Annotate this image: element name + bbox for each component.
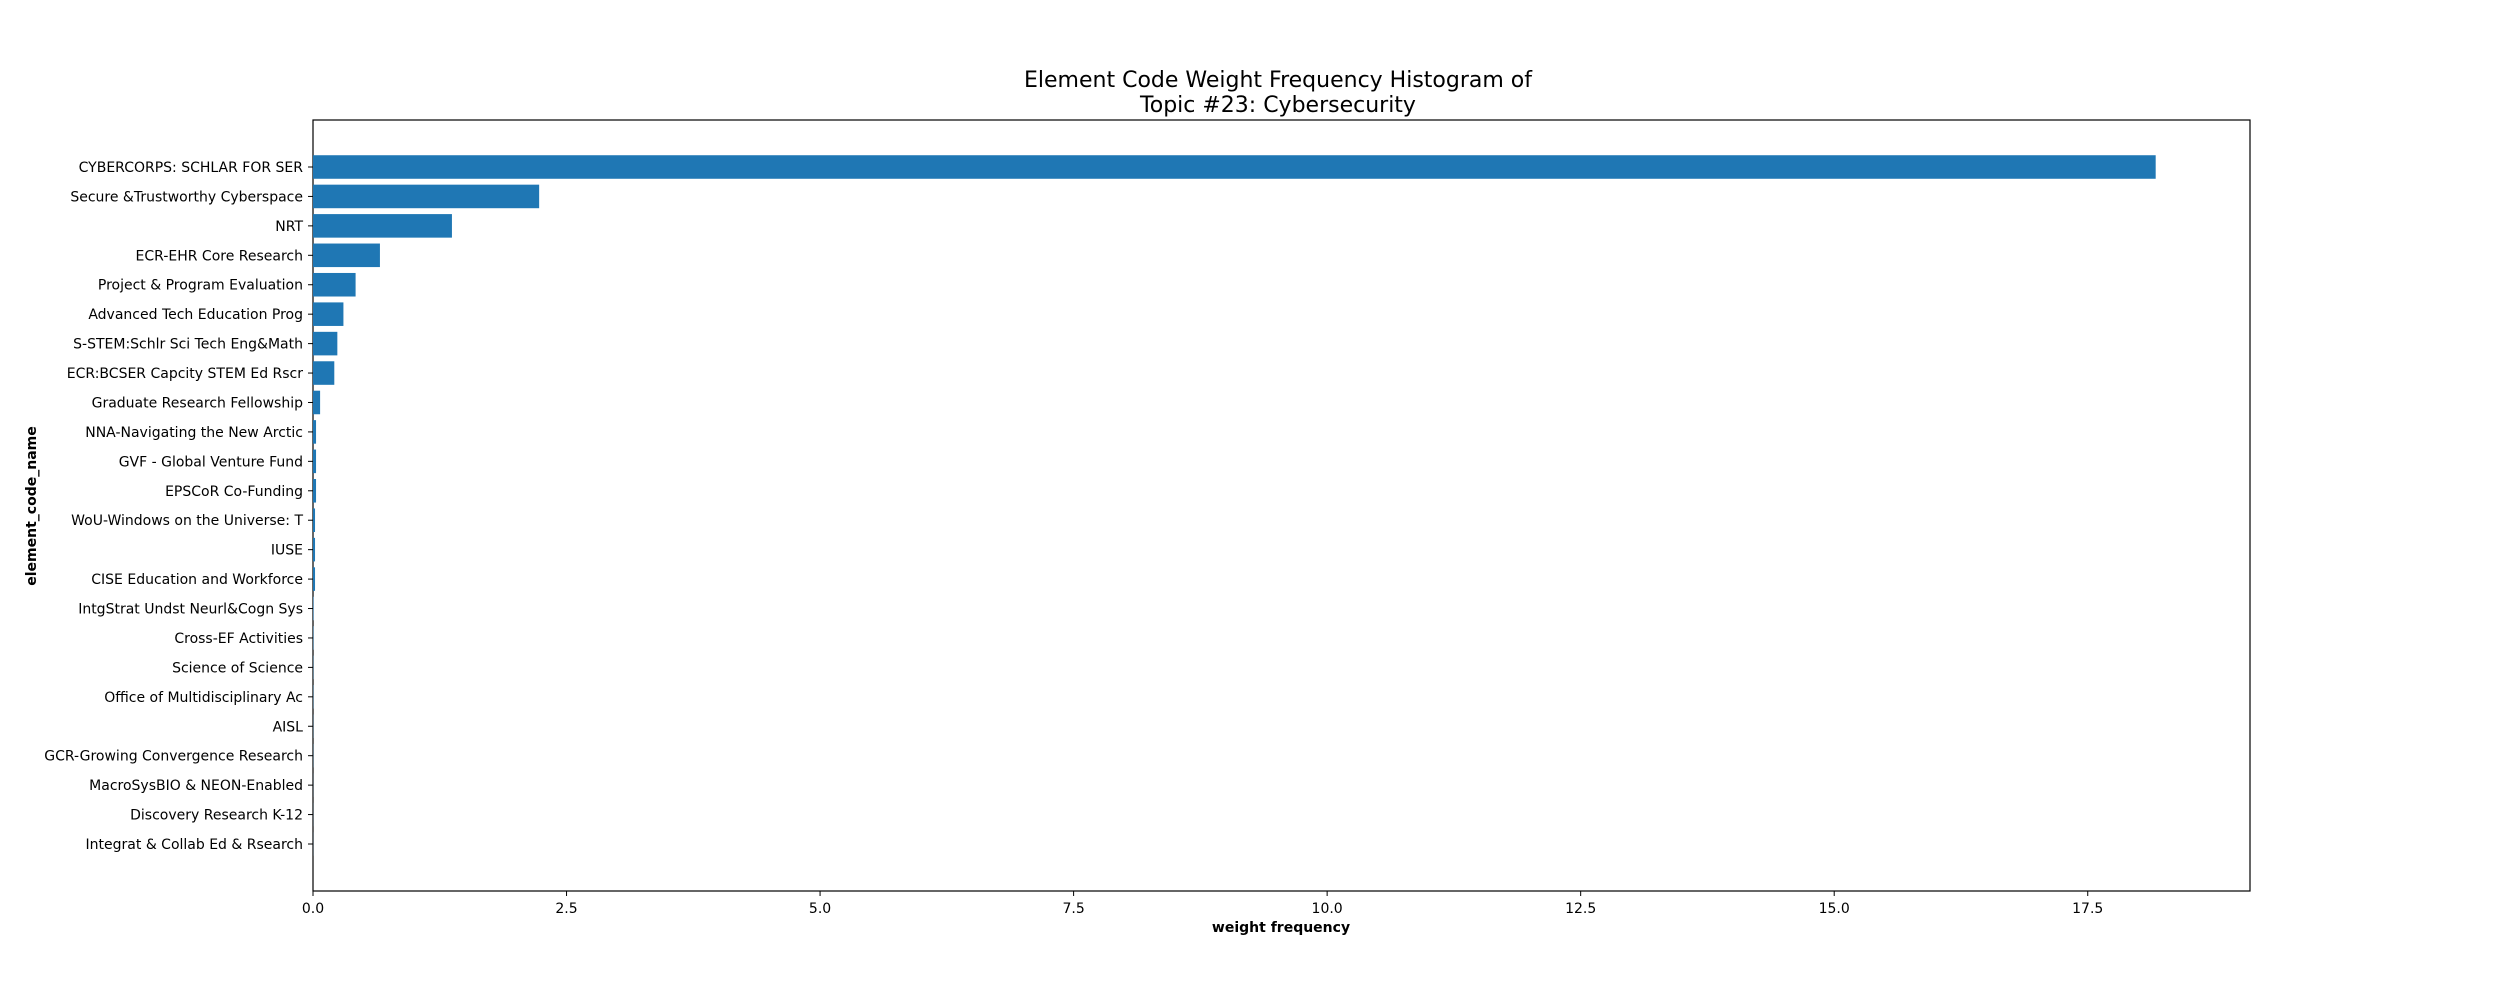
y-tick-label: CYBERCORPS: SCHLAR FOR SER: [79, 160, 304, 176]
x-tick-label: 2.5: [555, 901, 577, 917]
bar: [313, 272, 356, 297]
bars-group: [313, 155, 2156, 856]
bar: [313, 214, 452, 238]
x-axis-label: weight frequency: [1212, 920, 1350, 936]
bar: [313, 479, 317, 503]
y-tick-label: GCR-Growing Convergence Research: [44, 749, 303, 765]
y-tick-label: IntgStrat Undst Neurl&Cogn Sys: [78, 602, 303, 618]
y-tick-label: WoU-Windows on the Universe: T: [71, 513, 303, 529]
plot-area: [312, 119, 2251, 892]
x-tick-label: 7.5: [1062, 901, 1084, 917]
y-tick-label: Cross-EF Activities: [174, 631, 303, 647]
bar: [313, 508, 316, 532]
bar: [313, 567, 316, 591]
y-tick-label: Discovery Research K-12: [130, 808, 303, 824]
y-tick-label: ECR-EHR Core Research: [136, 248, 303, 264]
bar: [313, 243, 380, 268]
x-tick-label: 10.0: [1312, 901, 1343, 917]
x-tick-label: 5.0: [809, 901, 831, 917]
x-tick-label: 0.0: [302, 901, 324, 917]
bar: [313, 537, 316, 562]
y-tick-label: MacroSysBIO & NEON-Enabled: [89, 778, 303, 794]
bar: [313, 361, 335, 385]
y-tick-label: AISL: [273, 719, 304, 735]
y-axis-label: element_code_name: [24, 426, 40, 585]
chart-title-line-2: Topic #23: Cybersecurity: [1139, 93, 1416, 118]
y-tick-label: S-STEM:Schlr Sci Tech Eng&Math: [73, 337, 303, 353]
y-tick-label: Office of Multidisciplinary Ac: [104, 690, 303, 706]
y-tick-label: Project & Program Evaluation: [98, 278, 303, 294]
y-tick-label: ECR:BCSER Capcity STEM Ed Rscr: [67, 366, 303, 382]
y-tick-label: IUSE: [271, 543, 303, 559]
bar: [313, 390, 321, 415]
y-tick-label: CISE Education and Workforce: [91, 572, 303, 588]
y-tick-label: Graduate Research Fellowship: [92, 395, 303, 411]
x-tick-label: 15.0: [1819, 901, 1850, 917]
bar: [313, 331, 338, 356]
chart-title-line-1: Element Code Weight Frequency Histogram …: [1024, 68, 1533, 93]
bar: [313, 184, 540, 209]
bar: [313, 420, 317, 444]
y-ticks-group: CYBERCORPS: SCHLAR FOR SER Secure &Trustw…: [44, 160, 313, 853]
y-tick-label: NNA-Navigating the New Arctic: [85, 425, 303, 441]
x-ticks-group: 0.0 2.5 5.0 7.5 10.0 12.5 15.0 17.5: [302, 891, 2103, 917]
y-tick-label: Secure &Trustworthy Cyberspace: [70, 189, 303, 205]
y-tick-label: Science of Science: [172, 660, 303, 676]
bar: [313, 302, 344, 326]
y-tick-label: NRT: [275, 219, 303, 235]
x-tick-label: 17.5: [2072, 901, 2103, 917]
y-tick-label: Advanced Tech Education Prog: [88, 307, 303, 323]
bar: [313, 449, 317, 474]
bar: [313, 155, 2156, 179]
y-tick-label: EPSCoR Co-Funding: [165, 484, 303, 500]
y-tick-label: GVF - Global Venture Fund: [119, 454, 303, 470]
y-tick-label: Integrat & Collab Ed & Rsearch: [86, 837, 303, 853]
x-tick-label: 12.5: [1565, 901, 1596, 917]
bar: [313, 596, 314, 621]
